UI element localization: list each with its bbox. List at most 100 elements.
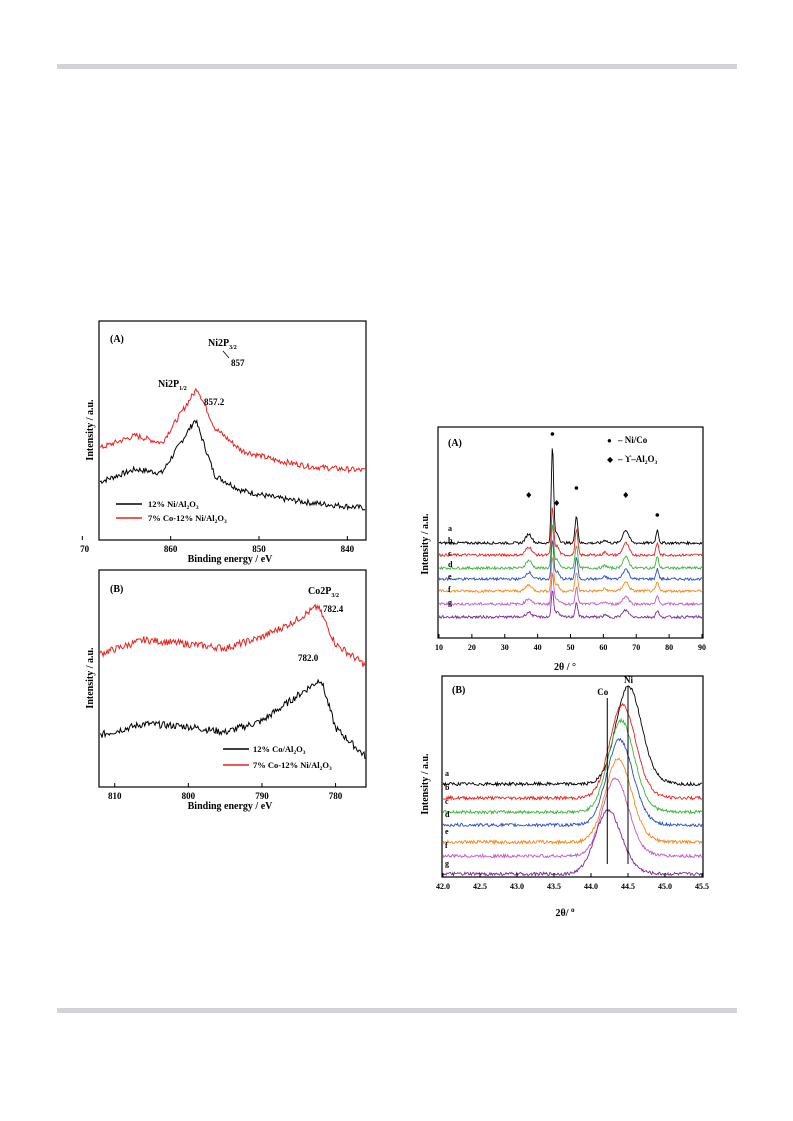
x-tick-label: 70 [632, 643, 640, 652]
series-label: b [448, 536, 453, 545]
series-label: e [445, 827, 449, 836]
series-line [99, 603, 366, 668]
legend-symbol-2: ◆ [607, 455, 614, 464]
xps-b-chart: (B) 810 800 790 780 Binding energy / eV Int… [85, 569, 367, 812]
x-tick-label: 90 [698, 643, 706, 652]
series-line [442, 757, 703, 846]
y-axis-label: Intensity / a.u. [85, 647, 96, 709]
series-label: g [448, 598, 452, 607]
x-axis-label: 2θ / ° [554, 662, 576, 673]
peak-label-8572: 857.2 [204, 397, 225, 407]
x-tick-label: 80 [665, 643, 673, 652]
legend-entry-1: – Ni/Co [617, 435, 648, 445]
series-label: f [445, 841, 448, 850]
x-tick-label: 43.0 [510, 882, 524, 891]
x-tick-label: 810 [108, 791, 122, 801]
reference-label: Ni [624, 675, 633, 685]
x-tick-label: 10 [435, 643, 443, 652]
series-line [442, 717, 703, 815]
y-axis-label: Intensity / a.u. [420, 513, 431, 575]
x-tick-label: 42.5 [473, 882, 487, 891]
x-tick-label: 40 [534, 643, 542, 652]
ni-co-peak-marker [655, 513, 660, 517]
series-line [438, 524, 703, 571]
series-label: g [445, 859, 449, 868]
plot-frame [98, 320, 367, 541]
legend-entry-2: 7% Co-12% Ni/Al2O3 [148, 513, 227, 525]
x-tick-label: 870 [80, 544, 90, 554]
x-axis-label: Binding energy / eV [188, 554, 274, 565]
al2o3-peak-marker [623, 492, 629, 498]
series-label: d [448, 560, 453, 569]
series-line [438, 507, 703, 558]
series-line [438, 590, 703, 620]
series-label: a [448, 524, 452, 533]
panel-label: (B) [110, 584, 123, 595]
series-label: d [445, 810, 450, 819]
series-line [99, 387, 366, 474]
plot-frame [441, 675, 704, 878]
x-axis-label: Binding energy / eV [188, 801, 274, 812]
x-tick-label: 42.0 [436, 882, 450, 891]
plot-frame [437, 426, 704, 639]
legend-entry-2: 7% Co-12% Ni/Al2O3 [253, 760, 332, 772]
series-line [99, 678, 366, 759]
x-tick-label: 45.0 [658, 882, 672, 891]
top-rule [57, 64, 737, 69]
legend: 12% Ni/Al2O3 7% Co-12% Ni/Al2O3 [116, 499, 227, 525]
series-line [442, 777, 703, 860]
x-tick-label: 44.0 [584, 882, 598, 891]
legend: ● – Ni/Co ◆ – ϒ–Al2O3 [607, 435, 658, 466]
series-line [438, 571, 703, 607]
series-label: c [448, 549, 452, 558]
x-axis-label: 2θ/ o [556, 906, 576, 919]
reference-label: Co [597, 687, 608, 697]
series-label: c [445, 797, 449, 806]
peak-label-co2p32: Co2P3/2 [308, 586, 339, 599]
al2o3-peak-marker [526, 492, 532, 498]
x-tick-label: 800 [182, 791, 196, 801]
series-line [442, 685, 703, 788]
x-tick-label: 44.5 [621, 882, 635, 891]
peak-label-7820: 782.0 [298, 653, 319, 663]
series-line [438, 540, 703, 582]
x-tick-label: 45.5 [695, 882, 709, 891]
legend-entry-1: 12% Co/Al2O3 [253, 744, 306, 756]
series-line [438, 448, 703, 546]
series-label: e [448, 572, 452, 581]
xps-a-chart: (A) 870 860 850 840 Binding energy / eV Int… [80, 320, 367, 565]
ni-co-peak-marker [574, 486, 579, 490]
x-tick-label: 790 [255, 791, 269, 801]
y-axis-label: Intensity / a.u. [420, 753, 431, 815]
series-line [438, 557, 703, 594]
series-label: f [448, 585, 451, 594]
plot-frame [98, 569, 367, 788]
panel-label: (A) [110, 334, 124, 345]
x-tick-label: 43.5 [547, 882, 561, 891]
peak-label-ni2p12: Ni2P1/2 [158, 379, 187, 392]
legend-symbol-1: ● [607, 436, 612, 445]
al2o3-peak-marker [554, 500, 560, 506]
x-tick-label: 780 [329, 791, 343, 801]
x-tick-label: 840 [341, 544, 355, 554]
x-tick-label: 20 [468, 643, 476, 652]
peak-label-7824: 782.4 [323, 604, 344, 614]
legend-entry-2: – ϒ–Al2O3 [617, 454, 658, 466]
series-label: b [445, 783, 450, 792]
x-tick-label: 50 [567, 643, 575, 652]
bottom-rule [57, 1008, 737, 1013]
series-label: a [445, 769, 449, 778]
peak-label-857: 857 [231, 358, 245, 368]
x-tick-label: 60 [599, 643, 607, 652]
y-axis-label: Intensity / a.u. [85, 399, 96, 461]
x-tick-label: 850 [252, 544, 266, 554]
panel-label: (B) [452, 685, 465, 696]
peak-label-ni2p32: Ni2P3/2 [208, 338, 237, 351]
series-line [442, 808, 703, 878]
ni-co-peak-marker [550, 432, 555, 436]
series-line [442, 702, 703, 802]
legend: 12% Co/Al2O3 7% Co-12% Ni/Al2O3 [223, 744, 332, 772]
panel-label: (A) [448, 438, 462, 449]
